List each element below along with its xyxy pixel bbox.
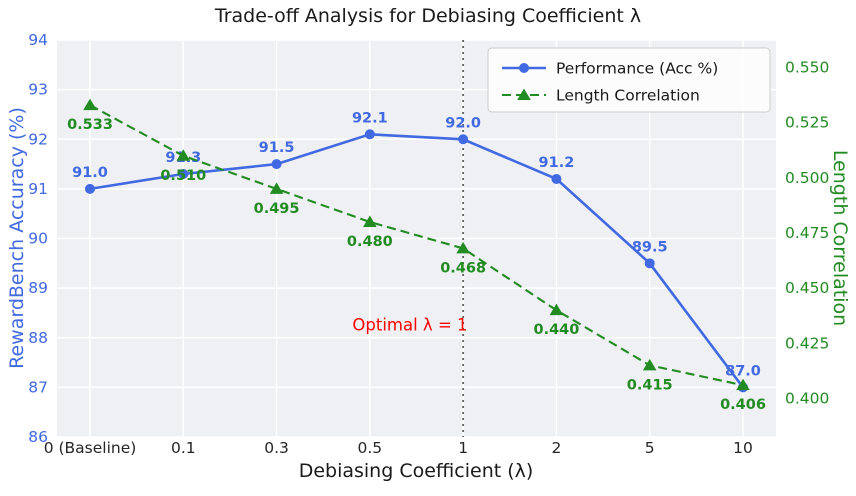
performance-point <box>85 183 95 194</box>
length-correlation-point <box>642 358 657 371</box>
legend-triangle-marker-icon <box>517 88 531 100</box>
correlation-value-label: 0.406 <box>720 397 766 413</box>
right-axis-tick-label: 0.400 <box>785 389 829 407</box>
x-axis-tick-label: 2 <box>551 439 561 457</box>
performance-value-label: 91.2 <box>539 155 575 171</box>
optimal-lambda-annotation: Optimal λ = 1 <box>352 315 467 334</box>
right-axis-title: Length Correlation <box>829 149 851 327</box>
legend-entry-label: Performance (Acc %) <box>556 60 718 78</box>
performance-point <box>458 134 469 145</box>
length-correlation-point <box>363 215 377 227</box>
x-axis-tick-label: 0.5 <box>358 439 383 457</box>
chart-title: Trade-off Analysis for Debiasing Coeffic… <box>214 5 642 27</box>
left-axis-title: RewardBench Accuracy (%) <box>6 107 28 369</box>
performance-value-label: 89.5 <box>632 239 668 255</box>
left-axis-tick-label: 86 <box>28 428 48 446</box>
length-correlation-point <box>736 378 750 391</box>
length-correlation-point <box>83 98 97 111</box>
length-correlation-point <box>269 182 284 194</box>
length-correlation-point <box>456 241 470 254</box>
performance-point <box>551 173 562 184</box>
left-axis-tick-label: 92 <box>28 130 48 148</box>
left-axis-tick-label: 87 <box>28 378 48 396</box>
left-axis-tick-label: 91 <box>28 180 48 198</box>
series-line-performance <box>89 132 745 389</box>
right-axis-tick-label: 0.550 <box>785 59 829 77</box>
left-axis-tick-label: 88 <box>28 329 48 347</box>
x-axis-title: Debiasing Coefficient (λ) <box>298 460 534 482</box>
correlation-value-label: 0.468 <box>440 260 486 276</box>
right-axis-tick-label: 0.450 <box>785 279 829 297</box>
right-axis-tick-label: 0.425 <box>785 334 829 352</box>
x-axis-tick-label: 0.3 <box>264 439 289 457</box>
performance-point <box>644 258 655 269</box>
x-axis-tick-label: 10 <box>733 439 753 457</box>
performance-point <box>271 159 282 170</box>
correlation-value-label: 0.495 <box>254 201 300 217</box>
right-axis-tick-label: 0.525 <box>785 114 829 132</box>
correlation-value-label: 0.480 <box>347 234 393 250</box>
right-axis-tick-label: 0.500 <box>785 169 829 187</box>
x-axis-tick-label: 0.1 <box>171 439 196 457</box>
length-correlation-point <box>176 149 191 161</box>
performance-value-label: 92.1 <box>352 110 388 126</box>
right-axis-tick-label: 0.475 <box>785 224 829 242</box>
performance-value-label: 91.0 <box>72 165 108 181</box>
performance-value-label: 92.0 <box>445 115 481 131</box>
legend-circle-marker-icon <box>519 63 529 73</box>
performance-point <box>364 129 375 140</box>
left-axis-tick-label: 90 <box>28 230 48 248</box>
x-axis-tick-label: 0 (Baseline) <box>44 439 137 457</box>
x-axis-tick-label: 1 <box>458 439 468 457</box>
performance-point <box>178 168 189 179</box>
legend-entry-label: Length Correlation <box>556 87 700 105</box>
left-axis-tick-label: 89 <box>28 279 48 297</box>
correlation-value-label: 0.440 <box>533 322 579 338</box>
left-axis-tick-label: 94 <box>28 31 48 49</box>
performance-value-label: 91.5 <box>259 140 295 156</box>
performance-value-label: 87.0 <box>725 363 761 379</box>
length-correlation-point <box>549 303 564 316</box>
correlation-value-label: 0.415 <box>627 377 673 393</box>
correlation-value-label: 0.533 <box>67 117 113 133</box>
left-axis-tick-label: 93 <box>28 81 48 99</box>
correlation-value-label: 0.510 <box>160 168 206 184</box>
legend-box <box>487 47 771 113</box>
x-axis-tick-label: 5 <box>645 439 655 457</box>
series-line-length-correlation <box>89 104 744 387</box>
